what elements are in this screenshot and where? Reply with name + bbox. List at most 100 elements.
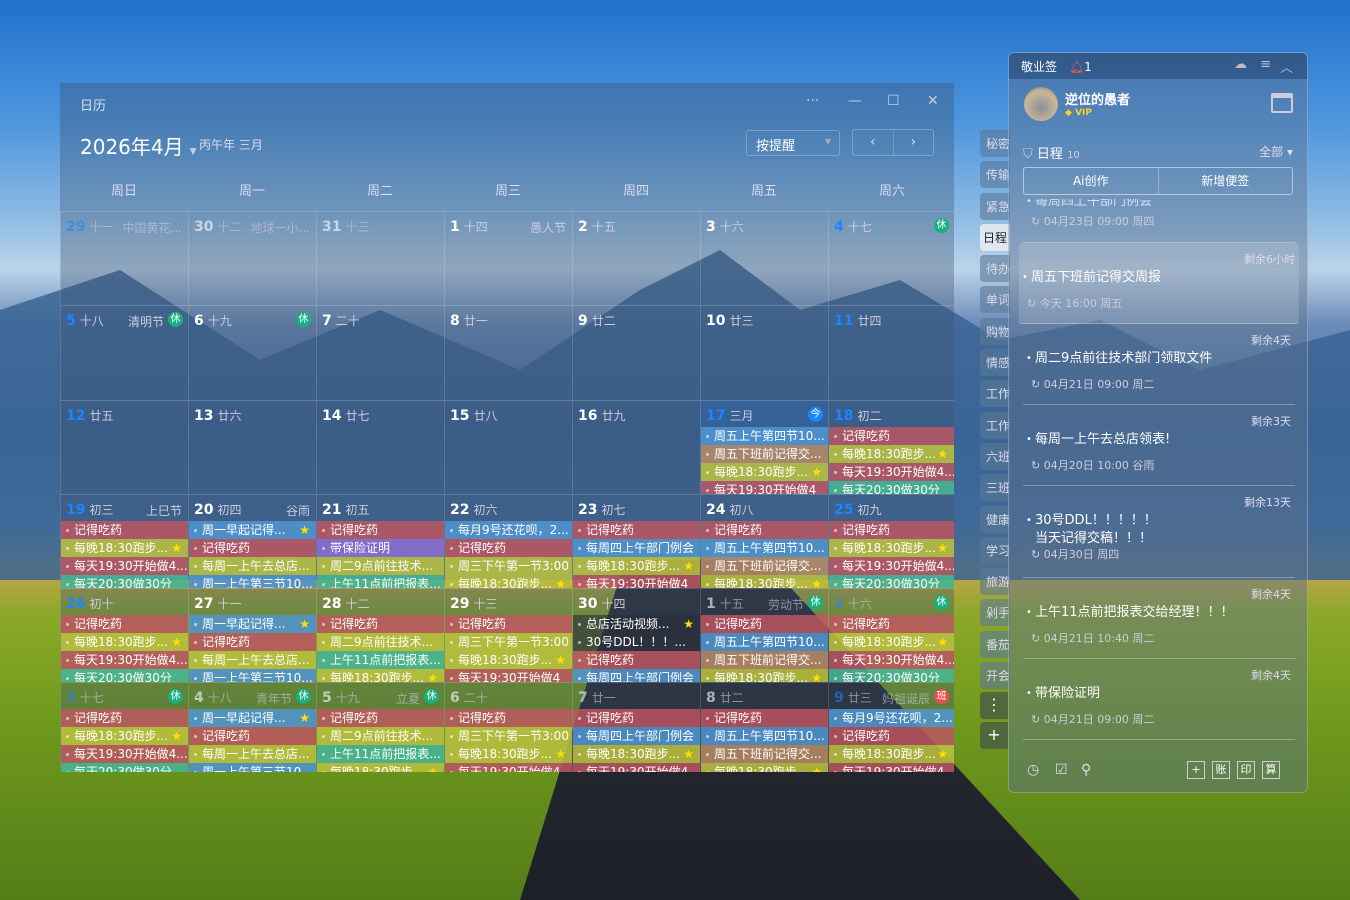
calendar-check-icon[interactable]: ☑ bbox=[1055, 762, 1068, 778]
calendar-event[interactable]: 记得吃药 bbox=[445, 539, 572, 557]
calendar-event[interactable]: 每天19:30开始做4 bbox=[573, 575, 700, 588]
side-tab[interactable]: 学习 bbox=[980, 536, 1010, 564]
calendar-event[interactable]: 每周一上午去总店... bbox=[189, 557, 316, 575]
side-tab[interactable]: 单词 bbox=[980, 286, 1010, 314]
calendar-event[interactable]: 每晚18:30跑步... ★ bbox=[829, 539, 954, 557]
calendar-event[interactable]: 每晚18:30跑步... ★ bbox=[61, 539, 188, 557]
schedule-item[interactable]: 剩余4天周二9点前往技术部门领取文件 ↻ 04月21日 09:00 周二 bbox=[1023, 324, 1295, 405]
calendar-event[interactable]: 每天19:30开始做4... bbox=[829, 557, 954, 575]
calendar-event[interactable]: 记得吃药 bbox=[317, 709, 444, 727]
day-cell[interactable]: 12 廿五 bbox=[60, 400, 188, 494]
calendar-event[interactable]: 周五上午第四节10... bbox=[701, 633, 828, 651]
calendar-event[interactable]: 总店活动视频... ★ bbox=[573, 615, 700, 633]
day-cell[interactable]: 11 廿四 bbox=[828, 305, 954, 400]
close-button[interactable]: ✕ bbox=[927, 93, 939, 109]
day-cell[interactable]: 16 廿九 bbox=[572, 400, 700, 494]
calendar-event[interactable]: 每天19:30开始做4... bbox=[61, 651, 188, 669]
calendar-event[interactable]: 30号DDL！！！... bbox=[573, 633, 700, 651]
day-cell[interactable]: 6 十九 休 bbox=[188, 305, 316, 400]
side-tab[interactable]: 六班 bbox=[980, 442, 1010, 470]
calendar-event[interactable]: 记得吃药 bbox=[61, 615, 188, 633]
calendar-event[interactable]: 周一上午第三节10... bbox=[189, 575, 316, 588]
calendar-event[interactable]: 每晚18:30跑步... ★ bbox=[701, 763, 828, 772]
calendar-event[interactable]: 每周一上午去总店... bbox=[189, 745, 316, 763]
day-cell[interactable]: 29 十一 中国黄花... bbox=[60, 211, 188, 305]
calendar-event[interactable]: 每晚18:30跑步... ★ bbox=[701, 463, 828, 481]
day-cell[interactable]: 23 初七 记得吃药 每周四上午部门例会 每晚18:30跑步... ★ 每天19:30开始做… bbox=[572, 494, 700, 588]
calendar-event[interactable]: 周一上午第三节10... bbox=[189, 669, 316, 682]
calendar-event[interactable]: 周一上午第三节10... bbox=[189, 763, 316, 772]
calendar-event[interactable]: 记得吃药 bbox=[189, 633, 316, 651]
day-cell[interactable]: 5 十九 立夏休记得吃药 周二9点前往技术... 上午11点前把报表... 每晚18:30… bbox=[316, 682, 444, 772]
day-cell[interactable]: 4 十八 青年节休周一早起记得... ★ 记得吃药 每周一上午去总店... 周一上午第三节1… bbox=[188, 682, 316, 772]
side-tab[interactable]: 待办 bbox=[980, 255, 1010, 283]
calendar-event[interactable]: 周二9点前往技术... bbox=[317, 727, 444, 745]
day-cell[interactable]: 27 十一 周一早起记得... ★ 记得吃药 每周一上午去总店... 周一上午第三节10..… bbox=[188, 588, 316, 682]
calendar-event[interactable]: 每月9号还花呗，2... bbox=[829, 709, 954, 727]
calendar-event[interactable]: 记得吃药 bbox=[61, 709, 188, 727]
calendar-event[interactable]: 每晚18:30跑步... ★ bbox=[701, 575, 828, 588]
calendar-event[interactable]: 上午11点前把报表... bbox=[317, 651, 444, 669]
calendar-event[interactable]: 周一早起记得... ★ bbox=[189, 615, 316, 633]
side-tab[interactable]: 紧急 bbox=[980, 192, 1010, 220]
calendar-event[interactable]: 每周一上午去总店... bbox=[189, 651, 316, 669]
calendar-event[interactable]: 周一早起记得... ★ bbox=[189, 709, 316, 727]
print-button[interactable]: 印 bbox=[1237, 761, 1255, 779]
day-cell[interactable]: 5 十八 清明节休 bbox=[60, 305, 188, 400]
side-tab[interactable]: 旅游 bbox=[980, 568, 1010, 596]
calendar-event[interactable]: 每晚18:30跑步... ★ bbox=[61, 727, 188, 745]
calendar-event[interactable]: 周五上午第四节10... bbox=[701, 427, 828, 445]
next-month-button[interactable]: › bbox=[910, 134, 917, 150]
calendar-event[interactable]: 记得吃药 bbox=[445, 615, 572, 633]
day-cell[interactable]: 9 廿二 bbox=[572, 305, 700, 400]
day-cell[interactable]: 17 三月 今周五上午第四节10... 周五下班前记得交... 每晚18:30跑步...… bbox=[700, 400, 828, 494]
day-cell[interactable]: 30 十四 总店活动视频... ★ 30号DDL！！！... 记得吃药 每周四上午部门例会 bbox=[572, 588, 700, 682]
day-cell[interactable]: 7 二十 bbox=[316, 305, 444, 400]
calendar-event[interactable]: 带保险证明 bbox=[317, 539, 444, 557]
side-tab[interactable]: 剁手 bbox=[980, 599, 1010, 627]
calendar-event[interactable]: 每天19:30开始做4 bbox=[701, 481, 828, 494]
calendar-event[interactable]: 每天20:30做30分 bbox=[61, 575, 188, 588]
ledger-button[interactable]: 账 bbox=[1212, 761, 1230, 779]
calendar-event[interactable]: 周五上午第四节10... bbox=[701, 727, 828, 745]
schedule-item[interactable]: 每周四上午部门例会 ↻ 04月23日 09:00 周四 bbox=[1023, 199, 1295, 243]
schedule-item[interactable]: 剩余3天每周一上午去总店领表! ↻ 04月20日 10:00 谷雨 bbox=[1023, 405, 1295, 486]
calendar-event[interactable]: 记得吃药 bbox=[317, 615, 444, 633]
side-tab[interactable]: 秘密 bbox=[980, 130, 1010, 157]
calendar-event[interactable]: 每晚18:30跑步... ★ bbox=[445, 745, 572, 763]
side-tab[interactable]: 番茄 bbox=[980, 630, 1010, 658]
schedule-item[interactable]: 剩余13天 30号DDL！！！！！ 当天记得交稿！！！↻ 04月30日 周四 bbox=[1023, 486, 1295, 578]
side-tab[interactable]: 购物 bbox=[980, 317, 1010, 345]
calendar-event[interactable]: 每天20:30做30分 bbox=[829, 575, 954, 588]
calendar-event[interactable]: 周二9点前往技术... bbox=[317, 557, 444, 575]
day-cell[interactable]: 2 十五 bbox=[572, 211, 700, 305]
day-cell[interactable]: 6 二十 记得吃药 周三下午第一节3:00 每晚18:30跑步... ★ 每天19:30开始… bbox=[444, 682, 572, 772]
calendar-event[interactable]: 周五下班前记得交... bbox=[701, 557, 828, 575]
day-cell[interactable]: 18 初二 记得吃药 每晚18:30跑步... ★ 每天19:30开始做4... 每天20:… bbox=[828, 400, 954, 494]
calendar-event[interactable]: 每晚18:30跑步... ★ bbox=[445, 575, 572, 588]
calendar-event[interactable]: 每晚18:30跑步... ★ bbox=[317, 669, 444, 682]
side-tab[interactable]: 健康 bbox=[980, 505, 1010, 533]
calendar-event[interactable]: 每晚18:30跑步... ★ bbox=[573, 557, 700, 575]
calendar-event[interactable]: 记得吃药 bbox=[701, 615, 828, 633]
calendar-event[interactable]: 周五下班前记得交... bbox=[701, 651, 828, 669]
calendar-event[interactable]: 每天20:30做30分 bbox=[61, 763, 188, 772]
add-tab-button[interactable]: + bbox=[980, 722, 1008, 749]
calendar-event[interactable]: 每晚18:30跑步... ★ bbox=[573, 745, 700, 763]
calendar-event[interactable]: 每天19:30开始做4 bbox=[829, 763, 954, 772]
calculator-button[interactable]: 算 bbox=[1262, 761, 1280, 779]
calendar-event[interactable]: 周五下班前记得交... bbox=[701, 745, 828, 763]
schedule-item[interactable]: 剩余4天带保险证明 ↻ 04月21日 09:00 周二 bbox=[1023, 659, 1295, 740]
day-cell[interactable]: 1 十四 愚人节 bbox=[444, 211, 572, 305]
calendar-event[interactable]: 记得吃药 bbox=[189, 727, 316, 745]
calendar-event[interactable]: 周五上午第四节10... bbox=[701, 539, 828, 557]
clock-icon[interactable]: ◷ bbox=[1027, 762, 1040, 778]
calendar-event[interactable]: 每晚18:30跑步... ★ bbox=[829, 445, 954, 463]
day-cell[interactable]: 26 初十 记得吃药 每晚18:30跑步... ★ 每天19:30开始做4... 每天20:… bbox=[60, 588, 188, 682]
calendar-event[interactable]: 每周四上午部门例会 bbox=[573, 727, 700, 745]
day-cell[interactable]: 31 十三 bbox=[316, 211, 444, 305]
day-cell[interactable]: 3 十七 休记得吃药 每晚18:30跑步... ★ 每天19:30开始做4... 每天20:… bbox=[60, 682, 188, 772]
calendar-event[interactable]: 记得吃药 bbox=[573, 521, 700, 539]
day-cell[interactable]: 19 初三 上巳节 记得吃药 每晚18:30跑步... ★ 每天19:30开始做4... 每天… bbox=[60, 494, 188, 588]
search-icon[interactable]: ⚲ bbox=[1081, 762, 1092, 778]
